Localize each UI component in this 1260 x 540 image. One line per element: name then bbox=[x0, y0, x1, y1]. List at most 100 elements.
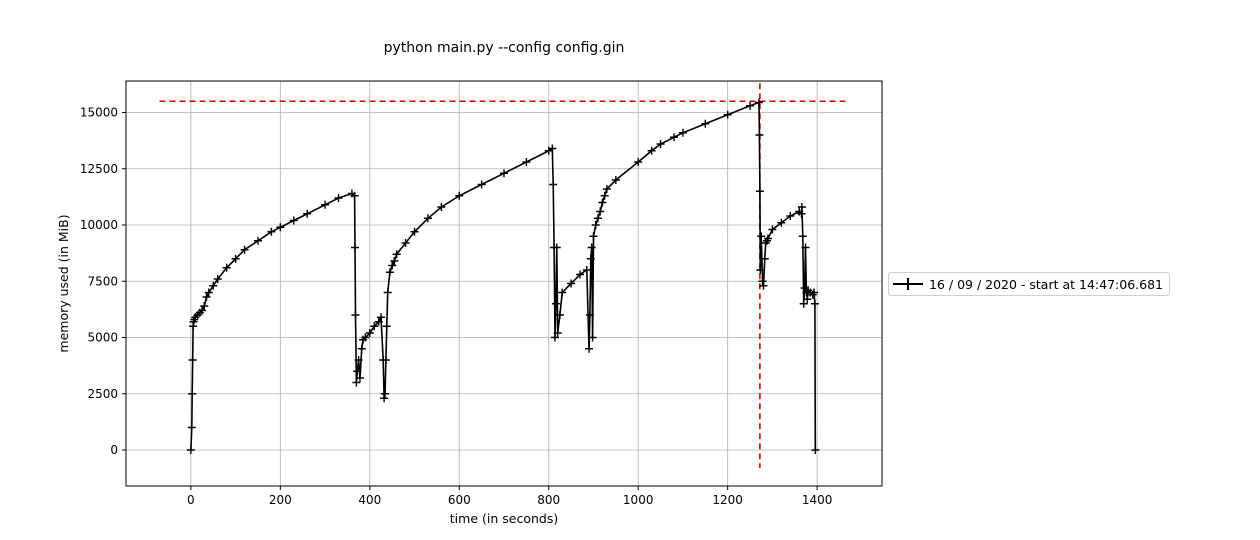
data-point-marker bbox=[350, 191, 359, 200]
data-point-marker bbox=[755, 187, 764, 196]
legend: 16 / 09 / 2020 - start at 14:47:06.681 bbox=[888, 272, 1170, 296]
data-point-marker bbox=[437, 203, 446, 211]
data-point-marker bbox=[600, 191, 609, 200]
data-point-marker bbox=[701, 119, 710, 128]
y-tick-label: 2500 bbox=[87, 387, 118, 401]
data-point-marker bbox=[588, 333, 597, 342]
data-point-marker bbox=[385, 268, 394, 277]
data-point-marker bbox=[334, 194, 343, 202]
data-point-marker bbox=[576, 270, 585, 279]
y-tick-label: 0 bbox=[110, 443, 118, 457]
data-point-marker bbox=[755, 131, 764, 139]
x-tick-label: 0 bbox=[187, 493, 195, 507]
y-tick-label: 7500 bbox=[87, 274, 118, 288]
data-point-marker bbox=[548, 144, 557, 153]
data-point-marker bbox=[222, 263, 231, 272]
chart-title: python main.py --config config.gin bbox=[383, 40, 625, 56]
x-tick-label: 800 bbox=[537, 493, 560, 507]
data-point-marker bbox=[797, 209, 806, 218]
data-point-marker bbox=[388, 261, 397, 270]
data-point-marker bbox=[586, 254, 595, 263]
data-point-marker bbox=[611, 176, 620, 184]
data-point-marker bbox=[746, 101, 755, 110]
y-tick-label: 15000 bbox=[80, 106, 118, 120]
data-point-marker bbox=[589, 232, 598, 241]
data-point-marker bbox=[669, 133, 678, 142]
data-point-marker bbox=[380, 394, 389, 403]
x-tick-label: 200 bbox=[269, 493, 292, 507]
data-point-marker bbox=[558, 288, 567, 297]
data-point-marker bbox=[593, 214, 602, 223]
data-point-marker bbox=[253, 236, 262, 245]
data-point-marker bbox=[267, 227, 276, 236]
data-point-marker bbox=[392, 250, 401, 259]
y-tick-label: 12500 bbox=[80, 162, 118, 176]
x-tick-label: 600 bbox=[448, 493, 471, 507]
data-point-marker bbox=[786, 212, 795, 220]
data-point-marker bbox=[656, 140, 665, 148]
data-point-marker bbox=[361, 333, 370, 342]
data-point-marker bbox=[723, 110, 732, 119]
data-point-marker bbox=[598, 198, 607, 207]
data-point-marker bbox=[759, 281, 768, 290]
legend-label: 16 / 09 / 2020 - start at 14:47:06.681 bbox=[929, 276, 1163, 292]
data-point-marker bbox=[552, 243, 561, 252]
data-point-marker bbox=[760, 254, 769, 263]
data-point-marker bbox=[477, 180, 486, 189]
data-point-marker bbox=[382, 322, 391, 331]
data-point-marker bbox=[213, 275, 222, 283]
y-axis-label: memory used (in MiB) bbox=[56, 214, 71, 352]
data-point-marker bbox=[803, 295, 812, 304]
data-point-marker bbox=[351, 243, 360, 252]
data-point-marker bbox=[390, 257, 399, 265]
data-point-marker bbox=[550, 333, 559, 342]
data-point-marker bbox=[365, 329, 374, 337]
data-point-marker bbox=[500, 169, 508, 178]
data-point-marker bbox=[303, 209, 312, 218]
x-axis-label: time (in seconds) bbox=[450, 511, 558, 526]
data-point-marker bbox=[202, 293, 211, 301]
data-point-marker bbox=[777, 218, 786, 227]
data-point-marker bbox=[321, 200, 330, 209]
data-point-marker bbox=[582, 266, 591, 274]
data-point-marker bbox=[585, 311, 594, 319]
data-point-marker bbox=[351, 311, 360, 319]
data-point-marker bbox=[797, 203, 806, 211]
data-point-marker bbox=[355, 374, 364, 382]
data-point-marker bbox=[370, 322, 379, 331]
legend-line-marker-icon bbox=[893, 277, 923, 291]
data-point-marker bbox=[811, 446, 820, 454]
data-point-marker bbox=[801, 243, 810, 252]
x-tick-label: 400 bbox=[358, 493, 381, 507]
data-point-marker bbox=[522, 158, 531, 166]
x-tick-label: 1200 bbox=[712, 493, 743, 507]
x-tick-label: 1000 bbox=[623, 493, 654, 507]
data-point-marker bbox=[354, 356, 363, 364]
data-point-marker bbox=[410, 227, 419, 236]
data-point-marker bbox=[754, 98, 763, 107]
data-point-marker bbox=[549, 180, 558, 189]
data-point-marker bbox=[763, 234, 772, 243]
data-point-marker bbox=[186, 446, 195, 454]
data-point-marker bbox=[383, 288, 392, 297]
data-point-marker bbox=[401, 239, 410, 247]
data-point-marker bbox=[555, 311, 564, 319]
data-point-marker bbox=[678, 128, 687, 137]
data-point-marker bbox=[602, 185, 611, 193]
data-point-marker bbox=[352, 378, 361, 387]
data-point-marker bbox=[353, 367, 362, 376]
data-point-marker bbox=[757, 232, 766, 241]
data-point-marker bbox=[810, 299, 819, 308]
data-point-marker bbox=[768, 225, 777, 234]
data-point-marker bbox=[799, 299, 808, 308]
data-point-marker bbox=[187, 423, 196, 432]
data-point-marker bbox=[584, 344, 593, 353]
data-point-marker bbox=[357, 344, 366, 353]
data-point-marker bbox=[553, 329, 562, 337]
data-point-marker bbox=[381, 356, 390, 364]
series-line bbox=[190, 101, 817, 451]
data-point-marker bbox=[289, 216, 298, 225]
data-point-marker bbox=[204, 288, 213, 297]
data-point-marker bbox=[198, 306, 207, 315]
